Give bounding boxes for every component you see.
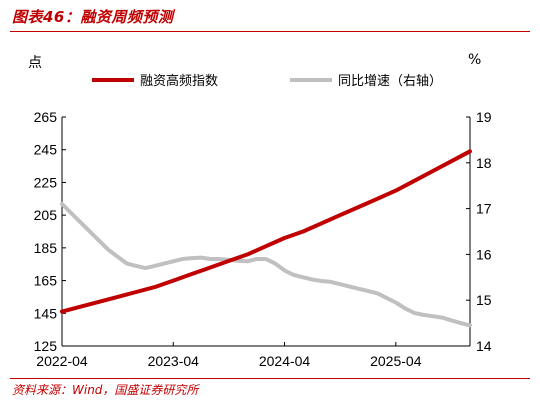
x-tick-label: 2022-04 [36,353,88,369]
legend-label-1: 融资高频指数 [140,73,218,89]
x-tick-label: 2024-04 [259,353,311,369]
left-tick-label: 145 [34,305,58,321]
chart-axes [61,116,471,347]
right-tick-label: 19 [476,109,492,125]
chart-tick-labels: 125 145 165 185 205 225 245 265 14 15 16 17 18 19 2022… [34,109,492,369]
source-rule [10,378,530,379]
left-tick-label: 225 [34,174,58,190]
chart-series [60,149,472,328]
title-rule [10,31,530,32]
right-tick-label: 18 [476,155,492,171]
left-tick-label: 265 [34,109,58,125]
left-axis-unit: 点 [28,55,42,71]
series-line-1 [60,149,472,314]
right-tick-label: 14 [476,338,492,354]
left-tick-label: 245 [34,142,58,158]
series-line-2 [60,202,472,328]
right-tick-label: 17 [476,201,492,217]
x-tick-label: 2023-04 [148,353,200,369]
left-tick-label: 205 [34,207,58,223]
chart-legend: 融资高频指数 同比增速（右轴） [92,73,442,89]
right-axis-unit: % [468,52,482,68]
left-tick-label: 125 [34,338,58,354]
legend-label-2: 同比增速（右轴） [338,74,442,89]
right-tick-label: 16 [476,246,492,262]
figure-title: 图表46：融资周频预测 [12,8,174,26]
left-tick-label: 185 [34,240,58,256]
left-tick-label: 165 [34,273,58,289]
right-tick-label: 15 [476,292,492,308]
source-note: 资料来源：Wind，国盛证券研究所 [12,383,199,397]
x-tick-label: 2025-04 [370,353,422,369]
